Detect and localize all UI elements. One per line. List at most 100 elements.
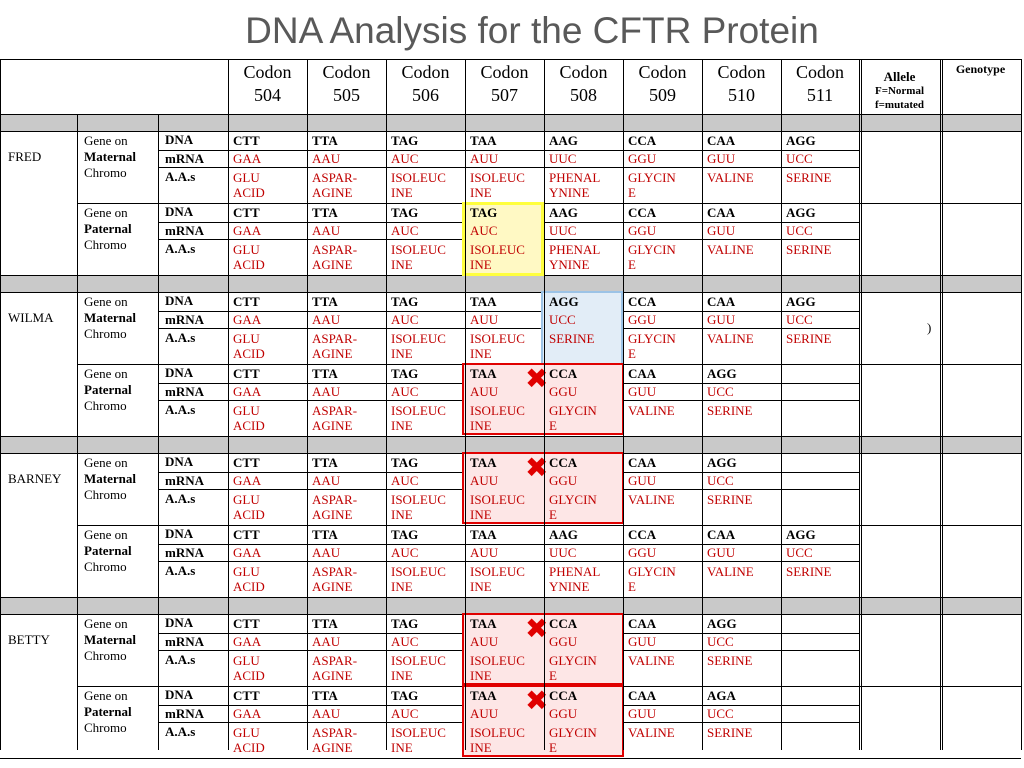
amino-acid-cell: GLYCIN: [628, 242, 676, 257]
dna-codon-cell: AGG: [707, 366, 737, 381]
gene-label-line: Gene on: [84, 527, 128, 542]
amino-acid-cell: INE: [391, 507, 413, 522]
mrna-codon-cell: GGU: [549, 634, 578, 649]
dna-codon-cell: TAA: [470, 455, 497, 470]
label-column-border: [158, 114, 159, 750]
codon-header: Codon 510: [717, 62, 766, 105]
blue-highlight-box: [541, 291, 623, 365]
amino-acid-cell: PHENAL: [549, 170, 601, 185]
row-label-dna: DNA: [165, 615, 194, 630]
mutation-highlight-box: [462, 613, 624, 685]
gene-column-border: [77, 114, 78, 750]
row-label-mrna: mRNA: [165, 706, 204, 721]
mrna-codon-cell: AAU: [312, 151, 341, 166]
amino-acid-cell: ACID: [233, 257, 265, 272]
dna-codon-cell: TAG: [391, 527, 419, 542]
amino-acid-cell: ASPAR-: [312, 170, 358, 185]
amino-acid-cell: AGINE: [312, 418, 353, 433]
mrna-codon-cell: UCC: [707, 634, 734, 649]
codon-header: Codon 508: [559, 62, 608, 105]
codon-header: Codon 506: [401, 62, 450, 105]
block-bottom-border: [77, 525, 1021, 526]
amino-acid-cell: ISOLEUC: [470, 492, 525, 507]
amino-acid-cell: E: [549, 740, 557, 755]
mrna-codon-cell: GAA: [233, 312, 262, 327]
amino-acid-cell: ACID: [233, 185, 265, 200]
table-right-border: [1021, 59, 1022, 750]
allele-header-line: Allele: [883, 69, 916, 84]
gene-label-line: Chromo: [84, 398, 127, 413]
dna-codon-cell: CTT: [233, 455, 260, 470]
block-bottom-border: [77, 203, 1021, 204]
dna-codon-cell: AGG: [786, 527, 816, 542]
amino-acid-cell: GLU: [233, 725, 260, 740]
codon-header: Codon 509: [638, 62, 687, 105]
mrna-codon-cell: AUC: [391, 634, 419, 649]
mutation-x-icon: ✖: [525, 362, 549, 395]
amino-acid-cell: ISOLEUC: [391, 403, 446, 418]
mrna-codon-cell: GUU: [707, 223, 736, 238]
dna-codon-cell: AGG: [707, 616, 737, 631]
dna-codon-cell: CTT: [233, 205, 260, 220]
amino-acid-cell: ACID: [233, 346, 265, 361]
amino-acid-cell: ASPAR-: [312, 331, 358, 346]
mutation-x-icon: ✖: [525, 612, 549, 645]
gene-label-line: Chromo: [84, 720, 127, 735]
codon-column-border: [228, 59, 229, 750]
amino-acid-cell: INE: [470, 579, 492, 594]
row-label-dna: DNA: [165, 204, 194, 219]
amino-acid-cell: ASPAR-: [312, 492, 358, 507]
amino-acid-cell: ISOLEUC: [391, 170, 446, 185]
page-title: DNA Analysis for the CFTR Protein: [245, 10, 819, 51]
amino-acid-cell: E: [628, 185, 636, 200]
amino-acid-cell: GLU: [233, 492, 260, 507]
mrna-codon-cell: AUU: [470, 706, 499, 721]
dna-codon-cell: CAA: [707, 294, 736, 309]
amino-acid-cell: SERINE: [707, 492, 753, 507]
dna-codon-cell: TTA: [312, 133, 338, 148]
dna-codon-cell: TAA: [470, 616, 497, 631]
row-label-mrna: mRNA: [165, 634, 204, 649]
gene-origin-label: Maternal: [84, 632, 136, 647]
mrna-codon-cell: GGU: [628, 223, 657, 238]
person-name: WILMA: [8, 310, 54, 325]
mrna-codon-cell: UCC: [786, 151, 813, 166]
amino-acid-cell: AGINE: [312, 185, 353, 200]
row-divider: [158, 561, 859, 562]
mrna-codon-cell: AUU: [470, 312, 499, 327]
amino-acid-cell: SERINE: [786, 331, 832, 346]
row-label-aa: A.A.s: [165, 241, 196, 256]
mrna-codon-cell: GAA: [233, 223, 262, 238]
dna-codon-cell: CCA: [549, 366, 578, 381]
codon-column-border: [465, 59, 466, 750]
amino-acid-cell: GLU: [233, 170, 260, 185]
codon-column-border: [781, 59, 782, 750]
dna-codon-cell: CCA: [628, 133, 657, 148]
dna-codon-cell: TAG: [391, 616, 419, 631]
codon-column-border: [307, 59, 308, 750]
amino-acid-cell: ISOLEUC: [470, 564, 525, 579]
amino-acid-cell: GLYCIN: [549, 403, 597, 418]
genotype-column-border: [940, 59, 941, 750]
dna-codon-cell: TAG: [391, 688, 419, 703]
amino-acid-cell: INE: [470, 346, 492, 361]
gene-origin-label: Paternal: [84, 382, 132, 397]
mrna-codon-cell: AUC: [391, 312, 419, 327]
mrna-codon-cell: AUC: [391, 223, 419, 238]
dna-codon-cell: TAG: [470, 205, 498, 220]
mrna-codon-cell: GUU: [707, 151, 736, 166]
amino-acid-cell: GLYCIN: [628, 170, 676, 185]
mrna-codon-cell: GUU: [707, 545, 736, 560]
row-label-aa: A.A.s: [165, 652, 196, 667]
amino-acid-cell: GLYCIN: [549, 725, 597, 740]
gene-label-line: Gene on: [84, 688, 128, 703]
amino-acid-cell: SERINE: [549, 331, 595, 346]
gene-label-line: Gene on: [84, 205, 128, 220]
amino-acid-cell: ISOLEUC: [470, 331, 525, 346]
amino-acid-cell: E: [628, 257, 636, 272]
dna-codon-cell: TAA: [470, 366, 497, 381]
dna-codon-cell: TTA: [312, 688, 338, 703]
amino-acid-cell: ISOLEUC: [470, 170, 525, 185]
gene-origin-label: Paternal: [84, 221, 132, 236]
mrna-codon-cell: GAA: [233, 473, 262, 488]
